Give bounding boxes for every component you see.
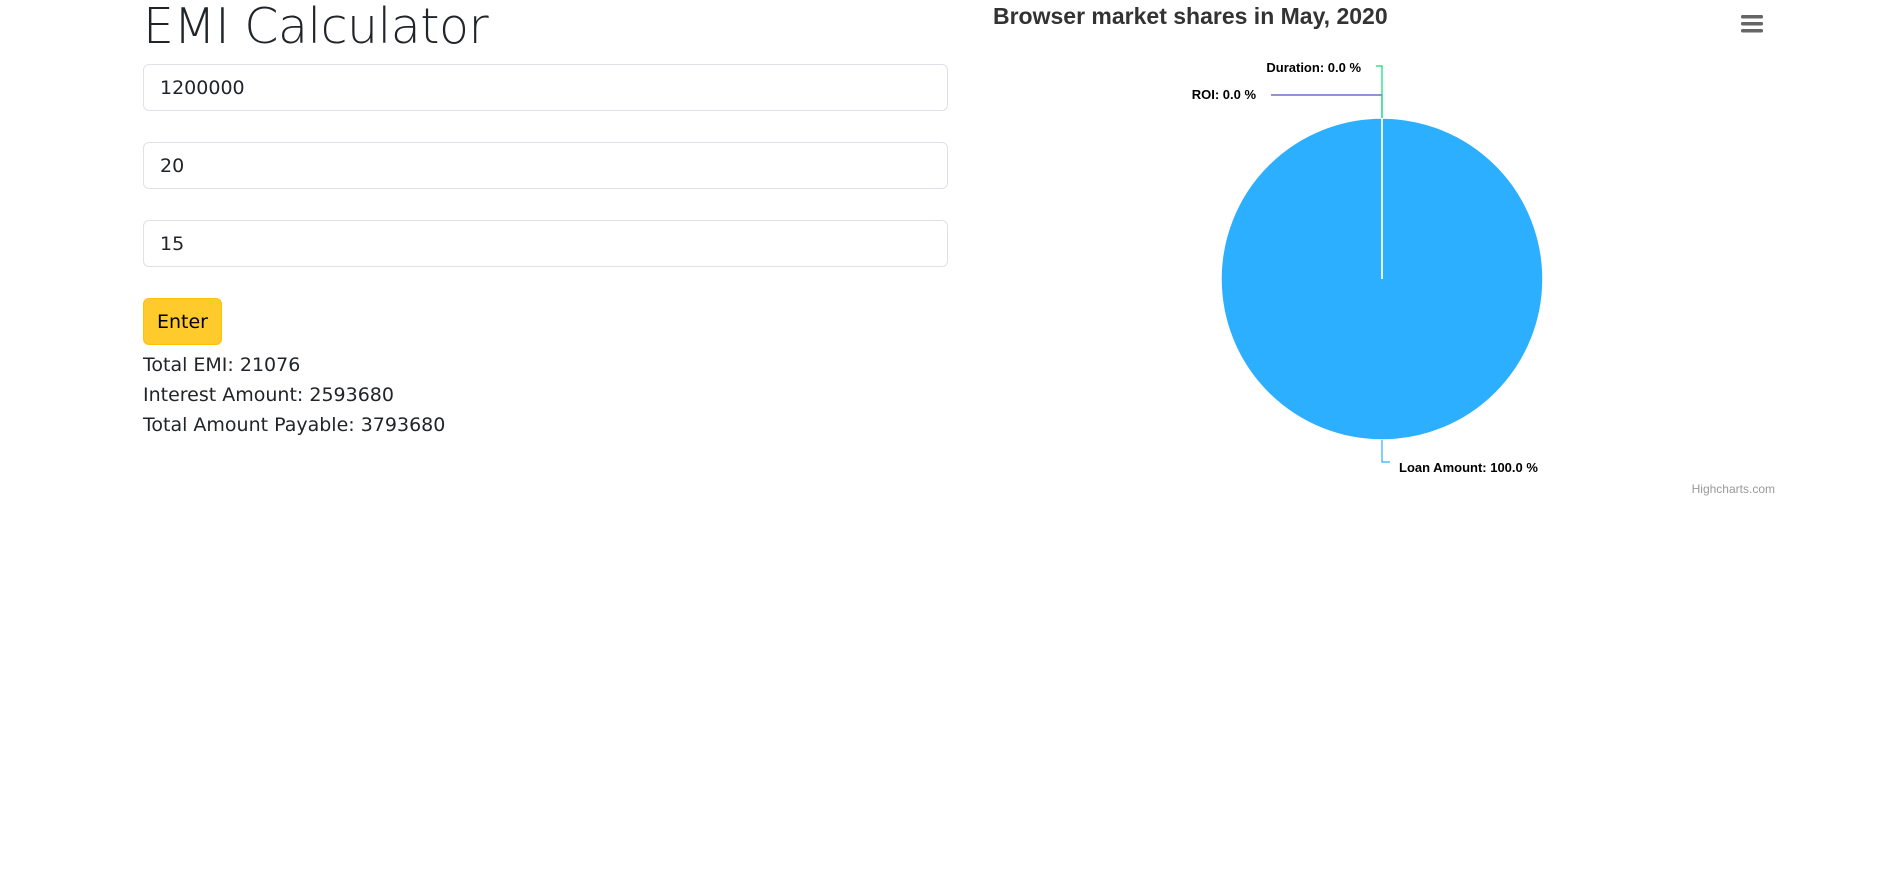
total-emi-text: Total EMI: 21076 [143,354,301,376]
pie-connector-duration [1376,65,1383,118]
pie-chart: Loan Amount: 100.0 % ROI: 0.0 % Duration: … [1192,60,1544,475]
results-panel: Total EMI: 21076 Interest Amount: 259368… [143,350,445,440]
page-title: EMI Calculator [143,0,489,55]
total-payable-text: Total Amount Payable: 3793680 [143,414,446,436]
enter-button[interactable]: Enter [143,298,222,345]
pie-label-duration: Duration: 0.0 % [1266,60,1361,75]
duration-input[interactable] [143,220,948,267]
loan-amount-input[interactable] [143,64,948,111]
roi-input[interactable] [143,142,948,189]
interest-amount-text: Interest Amount: 2593680 [143,384,394,406]
pie-label-roi: ROI: 0.0 % [1192,87,1257,102]
emi-calculator-panel: EMI Calculator Enter Total EMI: 21076 In… [143,0,948,436]
pie-chart-container: Browser market shares in May, 2020 Loan … [985,0,1775,505]
pie-connector-roi [1271,94,1383,118]
hamburger-menu-icon[interactable] [1737,10,1767,38]
pie-connector-loan-amount [1381,440,1390,463]
chart-title: Browser market shares in May, 2020 [993,3,1388,29]
highcharts-credit-link[interactable]: Highcharts.com [1691,482,1775,496]
pie-label-loan-amount: Loan Amount: 100.0 % [1399,460,1538,475]
